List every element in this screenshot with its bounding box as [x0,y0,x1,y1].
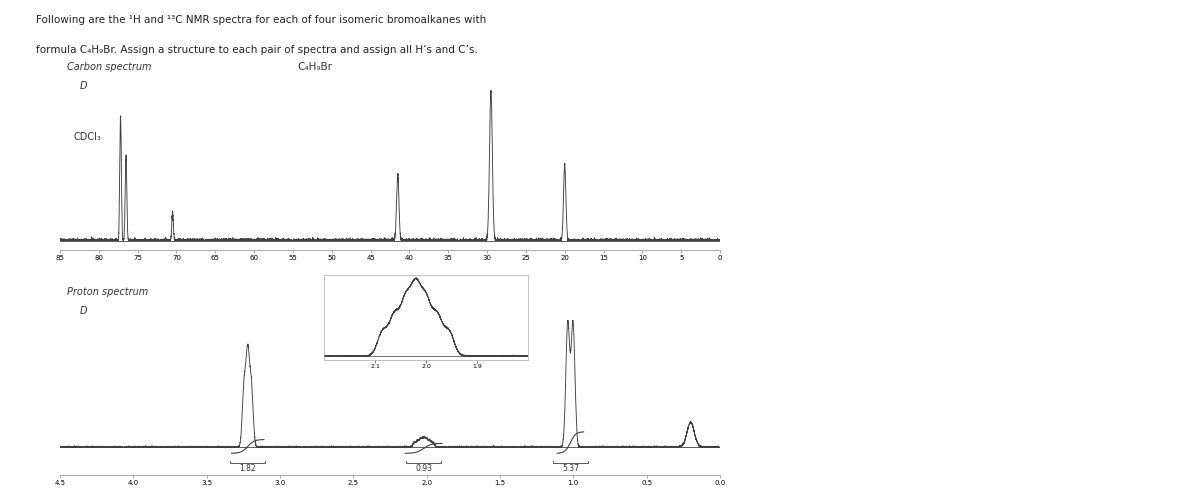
Text: D: D [80,306,88,316]
Text: 1.82: 1.82 [240,464,256,473]
Text: C₄H₉Br: C₄H₉Br [371,287,406,297]
Text: Following are the ¹H and ¹³C NMR spectra for each of four isomeric bromoalkanes : Following are the ¹H and ¹³C NMR spectra… [36,15,486,25]
Text: formula C₄H₉Br. Assign a structure to each pair of spectra and assign all H’s an: formula C₄H₉Br. Assign a structure to ea… [36,45,478,55]
Text: CDCl₃: CDCl₃ [73,132,101,142]
Text: Proton spectrum: Proton spectrum [67,287,148,297]
Text: C₄H₉Br: C₄H₉Br [298,62,332,72]
Text: 0.93: 0.93 [415,464,432,473]
Text: D: D [80,81,88,91]
Text: 5.37: 5.37 [562,464,578,473]
Text: Carbon spectrum: Carbon spectrum [67,62,151,72]
